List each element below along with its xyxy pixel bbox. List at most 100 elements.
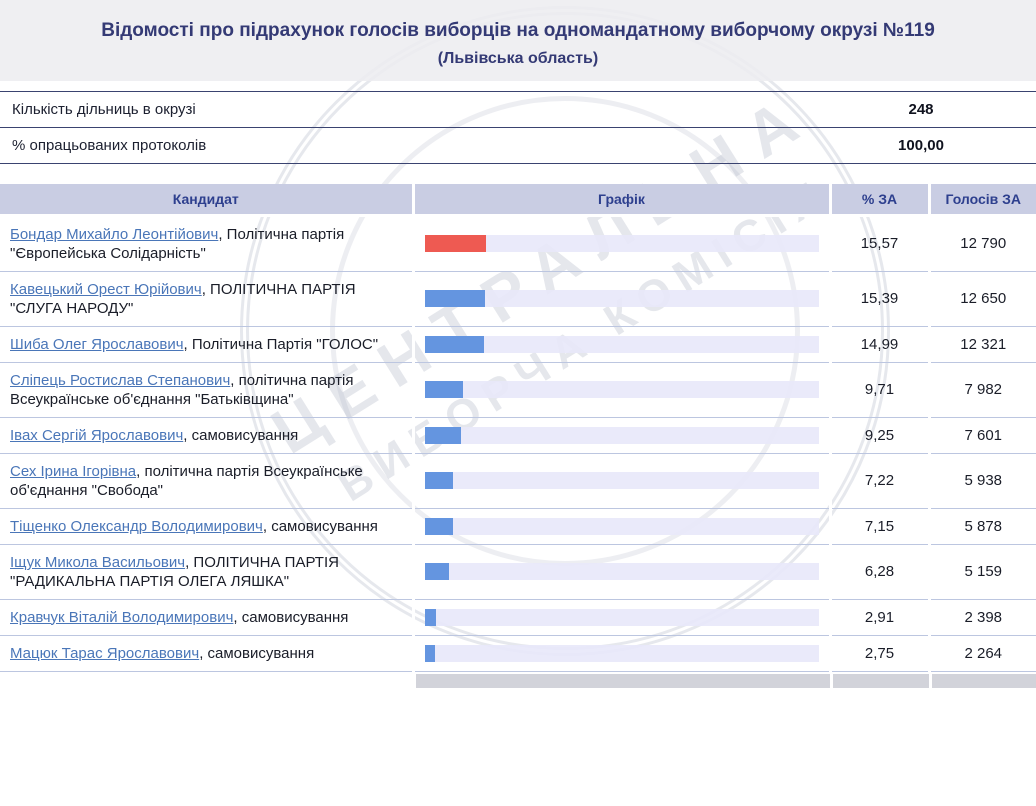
candidate-cell: Іщук Микола Васильович, ПОЛІТИЧНА ПАРТІЯ… xyxy=(0,544,415,600)
result-bar xyxy=(424,381,463,399)
col-header-chart: Графік xyxy=(413,183,832,217)
result-bar xyxy=(424,608,436,626)
table-row: Кравчук Віталій Володимирович, самовисув… xyxy=(0,599,1036,636)
votes-cell: 7 601 xyxy=(929,417,1036,454)
bar-track xyxy=(424,290,819,308)
precinct-count-value: 248 xyxy=(908,100,934,118)
bar-track xyxy=(424,644,819,662)
votes-cell: 12 321 xyxy=(929,326,1036,363)
bar-track xyxy=(424,235,819,253)
next-table-cutoff xyxy=(0,673,1036,688)
candidate-party: , політична партія Всеукраїнське об'єдна… xyxy=(10,462,363,499)
candidate-party: , ПОЛІТИЧНА ПАРТІЯ "РАДИКАЛЬНА ПАРТІЯ ОЛ… xyxy=(10,553,339,590)
info-row-protocols-processed: % опрацьованих протоколів 100,00 xyxy=(0,128,1036,164)
chart-cell xyxy=(413,271,832,327)
result-bar xyxy=(424,235,486,253)
table-row: Тіщенко Олександр Володимирович, самовис… xyxy=(0,508,1036,545)
candidate-cell: Шиба Олег Ярославович, Політична Партія … xyxy=(0,326,415,363)
votes-cell: 5 878 xyxy=(929,508,1036,545)
protocols-processed-label: % опрацьованих протоколів xyxy=(12,136,207,154)
next-table-cutoff-spacer xyxy=(0,674,416,688)
result-bar xyxy=(424,563,450,581)
percent-cell: 7,22 xyxy=(830,453,931,509)
bar-track xyxy=(424,608,819,626)
candidate-link[interactable]: Сех Ірина Ігорівна xyxy=(10,462,137,480)
next-table-cutoff-chart-cell xyxy=(416,673,830,688)
percent-cell: 9,25 xyxy=(830,417,931,454)
table-row: Сліпець Ростислав Степанович, політична … xyxy=(0,362,1036,418)
candidate-link[interactable]: Іщук Микола Васильович xyxy=(10,553,186,571)
result-bar xyxy=(424,517,453,535)
candidate-party: , самовисування xyxy=(183,426,299,444)
votes-cell: 5 938 xyxy=(929,453,1036,509)
chart-cell xyxy=(413,326,832,363)
candidate-cell: Кравчук Віталій Володимирович, самовисув… xyxy=(0,599,415,636)
candidate-link[interactable]: Кавецький Орест Юрійович xyxy=(10,280,202,298)
candidate-party: , ПОЛІТИЧНА ПАРТІЯ "СЛУГА НАРОДУ" xyxy=(10,280,356,317)
votes-cell: 2 398 xyxy=(929,599,1036,636)
percent-cell: 14,99 xyxy=(830,326,931,363)
percent-cell: 2,75 xyxy=(830,635,931,672)
votes-cell: 12 790 xyxy=(929,215,1036,272)
col-header-percent: % ЗА xyxy=(830,183,931,217)
candidate-cell: Кавецький Орест Юрійович, ПОЛІТИЧНА ПАРТ… xyxy=(0,271,415,327)
page-header: Відомості про підрахунок голосів виборці… xyxy=(0,0,1036,81)
percent-cell: 9,71 xyxy=(830,362,931,418)
candidate-cell: Бондар Михайло Леонтійович, Політична па… xyxy=(0,215,415,272)
table-row: Бондар Михайло Леонтійович, Політична па… xyxy=(0,215,1036,272)
page-content: Відомості про підрахунок голосів виборці… xyxy=(0,0,1036,688)
col-header-candidate: Кандидат xyxy=(0,183,415,217)
chart-cell xyxy=(413,362,832,418)
candidate-link[interactable]: Шиба Олег Ярославович xyxy=(10,335,184,353)
result-bar xyxy=(424,335,484,353)
results-table: Кандидат Графік % ЗА Голосів ЗА Бондар М… xyxy=(0,183,1036,672)
info-row-precinct-count: Кількість дільниць в окрузі 248 xyxy=(0,92,1036,128)
percent-cell: 6,28 xyxy=(830,544,931,600)
results-body: Бондар Михайло Леонтійович, Політична па… xyxy=(0,215,1036,672)
candidate-link[interactable]: Бондар Михайло Леонтійович xyxy=(10,225,219,243)
candidate-cell: Сліпець Ростислав Степанович, політична … xyxy=(0,362,415,418)
bar-track xyxy=(424,381,819,399)
col-header-votes: Голосів ЗА xyxy=(929,183,1036,217)
votes-cell: 2 264 xyxy=(929,635,1036,672)
result-bar xyxy=(424,644,436,662)
result-bar xyxy=(424,472,453,490)
next-table-cutoff-votes-cell xyxy=(932,673,1036,688)
candidate-link[interactable]: Кравчук Віталій Володимирович xyxy=(10,608,234,626)
candidate-cell: Сех Ірина Ігорівна, політична партія Все… xyxy=(0,453,415,509)
bar-track xyxy=(424,517,819,535)
candidate-party: , політична партія Всеукраїнське об'єдна… xyxy=(10,371,354,408)
votes-cell: 7 982 xyxy=(929,362,1036,418)
candidate-cell: Мацюк Тарас Ярославович, самовисування xyxy=(0,635,415,672)
percent-cell: 2,91 xyxy=(830,599,931,636)
percent-cell: 15,57 xyxy=(830,215,931,272)
candidate-party: , самовисування xyxy=(262,517,378,535)
candidate-link[interactable]: Івах Сергій Ярославович xyxy=(10,426,184,444)
next-table-cutoff-percent-cell xyxy=(833,673,929,688)
chart-cell xyxy=(413,635,832,672)
chart-cell xyxy=(413,508,832,545)
candidate-cell: Тіщенко Олександр Володимирович, самовис… xyxy=(0,508,415,545)
page-subtitle: (Львівська область) xyxy=(437,49,599,67)
candidate-party: , самовисування xyxy=(199,644,315,662)
result-bar xyxy=(424,290,486,308)
results-table-head: Кандидат Графік % ЗА Голосів ЗА xyxy=(0,183,1036,217)
table-row: Іщук Микола Васильович, ПОЛІТИЧНА ПАРТІЯ… xyxy=(0,544,1036,600)
table-row: Сех Ірина Ігорівна, політична партія Все… xyxy=(0,453,1036,509)
page-title: Відомості про підрахунок голосів виборці… xyxy=(101,20,935,41)
precinct-count-label: Кількість дільниць в окрузі xyxy=(12,100,196,118)
percent-cell: 15,39 xyxy=(830,271,931,327)
result-bar xyxy=(424,426,461,444)
candidate-link[interactable]: Тіщенко Олександр Володимирович xyxy=(10,517,263,535)
candidate-cell: Івах Сергій Ярославович, самовисування xyxy=(0,417,415,454)
candidate-link[interactable]: Мацюк Тарас Ярославович xyxy=(10,644,200,662)
table-row: Івах Сергій Ярославович, самовисування 9… xyxy=(0,417,1036,454)
chart-cell xyxy=(413,215,832,272)
candidate-party: , Політична Партія "ГОЛОС" xyxy=(183,335,379,353)
votes-cell: 5 159 xyxy=(929,544,1036,600)
bar-track xyxy=(424,335,819,353)
votes-cell: 12 650 xyxy=(929,271,1036,327)
chart-cell xyxy=(413,544,832,600)
candidate-link[interactable]: Сліпець Ростислав Степанович xyxy=(10,371,231,389)
